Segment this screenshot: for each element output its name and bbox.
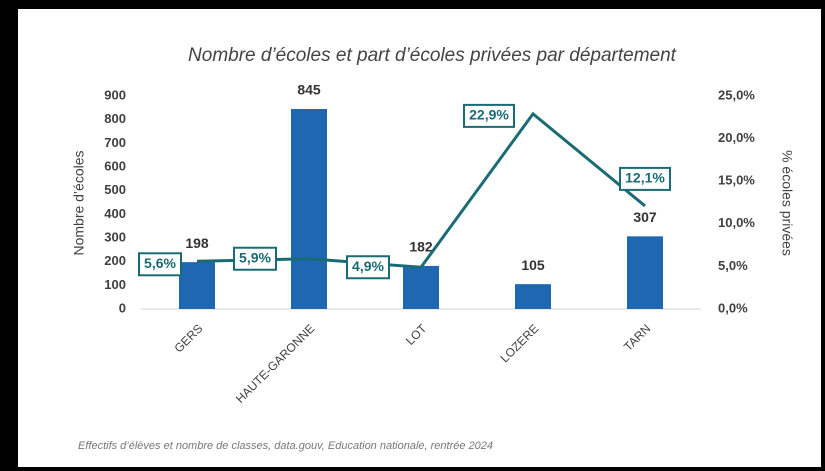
y-tick-label: 900 [104,87,126,102]
y-tick-label: 700 [104,135,126,150]
y2-tick-label: 10,0% [718,215,755,230]
line-value-text: 5,6% [144,255,176,271]
bar-value-label: 845 [297,82,321,98]
line-value-label: 12,1% [619,166,671,191]
y-axis-label: Nombre d’écoles [71,150,87,255]
y-tick-label: 0 [119,300,126,315]
y2-tick-label: 25,0% [718,87,755,102]
line-value-label: 22,9% [463,103,515,128]
bar [627,236,663,309]
y-tick-label: 300 [104,229,126,244]
label-box [619,166,671,191]
bar [291,109,327,310]
y-tick-label: 800 [104,111,126,126]
bar-value-label: 307 [633,209,657,225]
bar [179,262,215,309]
y-tick-label: 200 [104,253,126,268]
label-box [346,255,390,280]
bar [515,284,551,309]
y-tick-label: 500 [104,182,126,197]
bar-value-label: 182 [409,239,433,255]
label-box [463,103,515,128]
line-value-label: 5,6% [138,252,182,277]
y-tick-label: 100 [104,277,126,292]
line-value-text: 22,9% [469,107,509,123]
line-value-label: 4,9% [346,255,390,280]
line-value-label: 5,9% [233,246,277,271]
y-tick-label: 600 [104,158,126,173]
line-value-text: 5,9% [239,249,271,265]
line-value-text: 4,9% [352,258,384,274]
source-note: Effectifs d’élèves et nombre de classes,… [78,440,493,452]
line-value-text: 12,1% [625,170,665,186]
y2-axis-label: % écoles privées [779,150,795,256]
bar-value-label: 105 [521,257,545,273]
y2-tick-label: 5,0% [718,258,748,273]
chart-title: Nombre d’écoles et part d’écoles privées… [188,45,677,66]
y2-tick-label: 0,0% [718,300,748,315]
y-tick-label: 400 [104,206,126,221]
bar-value-label: 198 [185,235,209,251]
label-box [138,252,182,277]
y2-tick-label: 15,0% [718,173,755,188]
y2-tick-label: 20,0% [718,130,755,145]
bar [403,265,439,309]
background [18,9,821,467]
label-box [233,246,277,271]
